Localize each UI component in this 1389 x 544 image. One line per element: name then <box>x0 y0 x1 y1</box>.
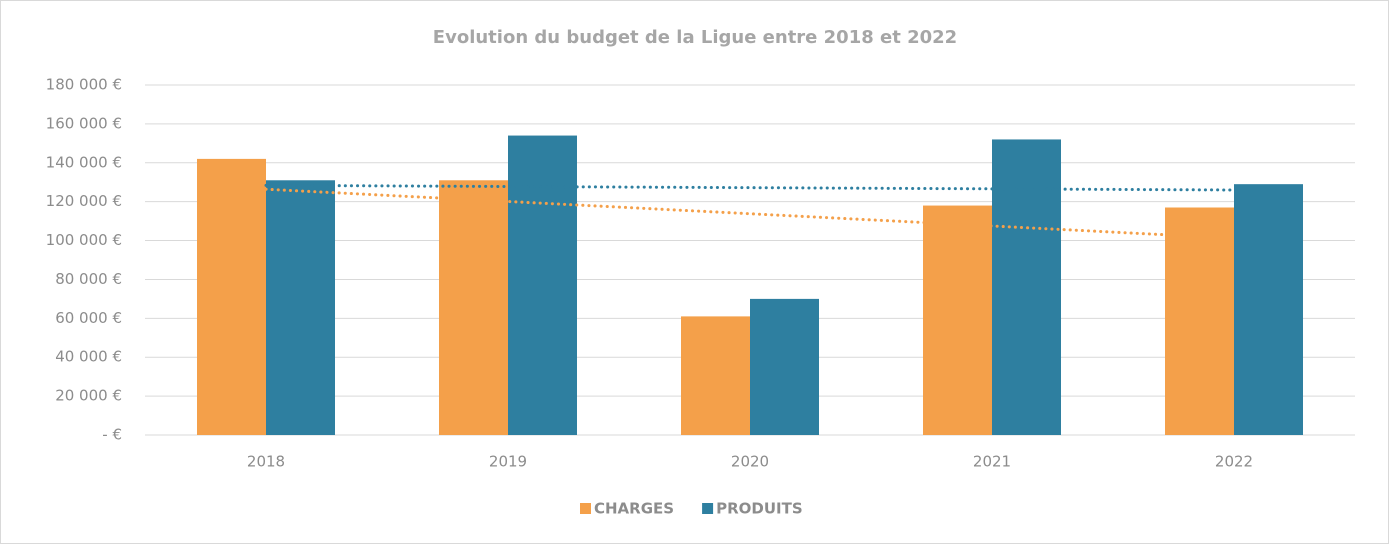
x-tick-label: 2018 <box>247 453 285 471</box>
x-tick-label: 2021 <box>973 453 1011 471</box>
y-tick-label: 180 000 € <box>46 76 122 94</box>
bar <box>1165 207 1234 435</box>
y-tick-label: 80 000 € <box>55 270 122 288</box>
y-tick-label: - € <box>102 426 122 444</box>
x-tick-label: 2019 <box>489 453 527 471</box>
y-tick-label: 160 000 € <box>46 114 122 132</box>
trendline <box>264 183 1236 192</box>
legend-swatch <box>702 503 714 514</box>
bar <box>508 135 577 436</box>
legend-swatch <box>580 503 591 514</box>
y-tick-label: 120 000 € <box>46 192 122 210</box>
y-tick-label: 140 000 € <box>46 153 122 171</box>
bar <box>681 316 750 435</box>
bar <box>266 180 335 435</box>
legend-label: PRODUITS <box>716 500 803 518</box>
y-tick-label: 100 000 € <box>46 231 122 249</box>
bar <box>197 158 266 435</box>
bar <box>750 298 819 435</box>
y-tick-label: 20 000 € <box>55 387 122 405</box>
x-tick-label: 2020 <box>731 453 769 471</box>
legend-label: CHARGES <box>594 500 674 518</box>
y-tick-label: 60 000 € <box>55 309 122 327</box>
bar <box>439 180 508 435</box>
y-tick-label: 40 000 € <box>55 348 122 366</box>
chart-title: Evolution du budget de la Ligue entre 20… <box>433 27 957 48</box>
bar <box>992 139 1061 435</box>
x-tick-label: 2022 <box>1215 453 1253 471</box>
bar <box>923 205 992 435</box>
bar <box>1234 184 1303 435</box>
